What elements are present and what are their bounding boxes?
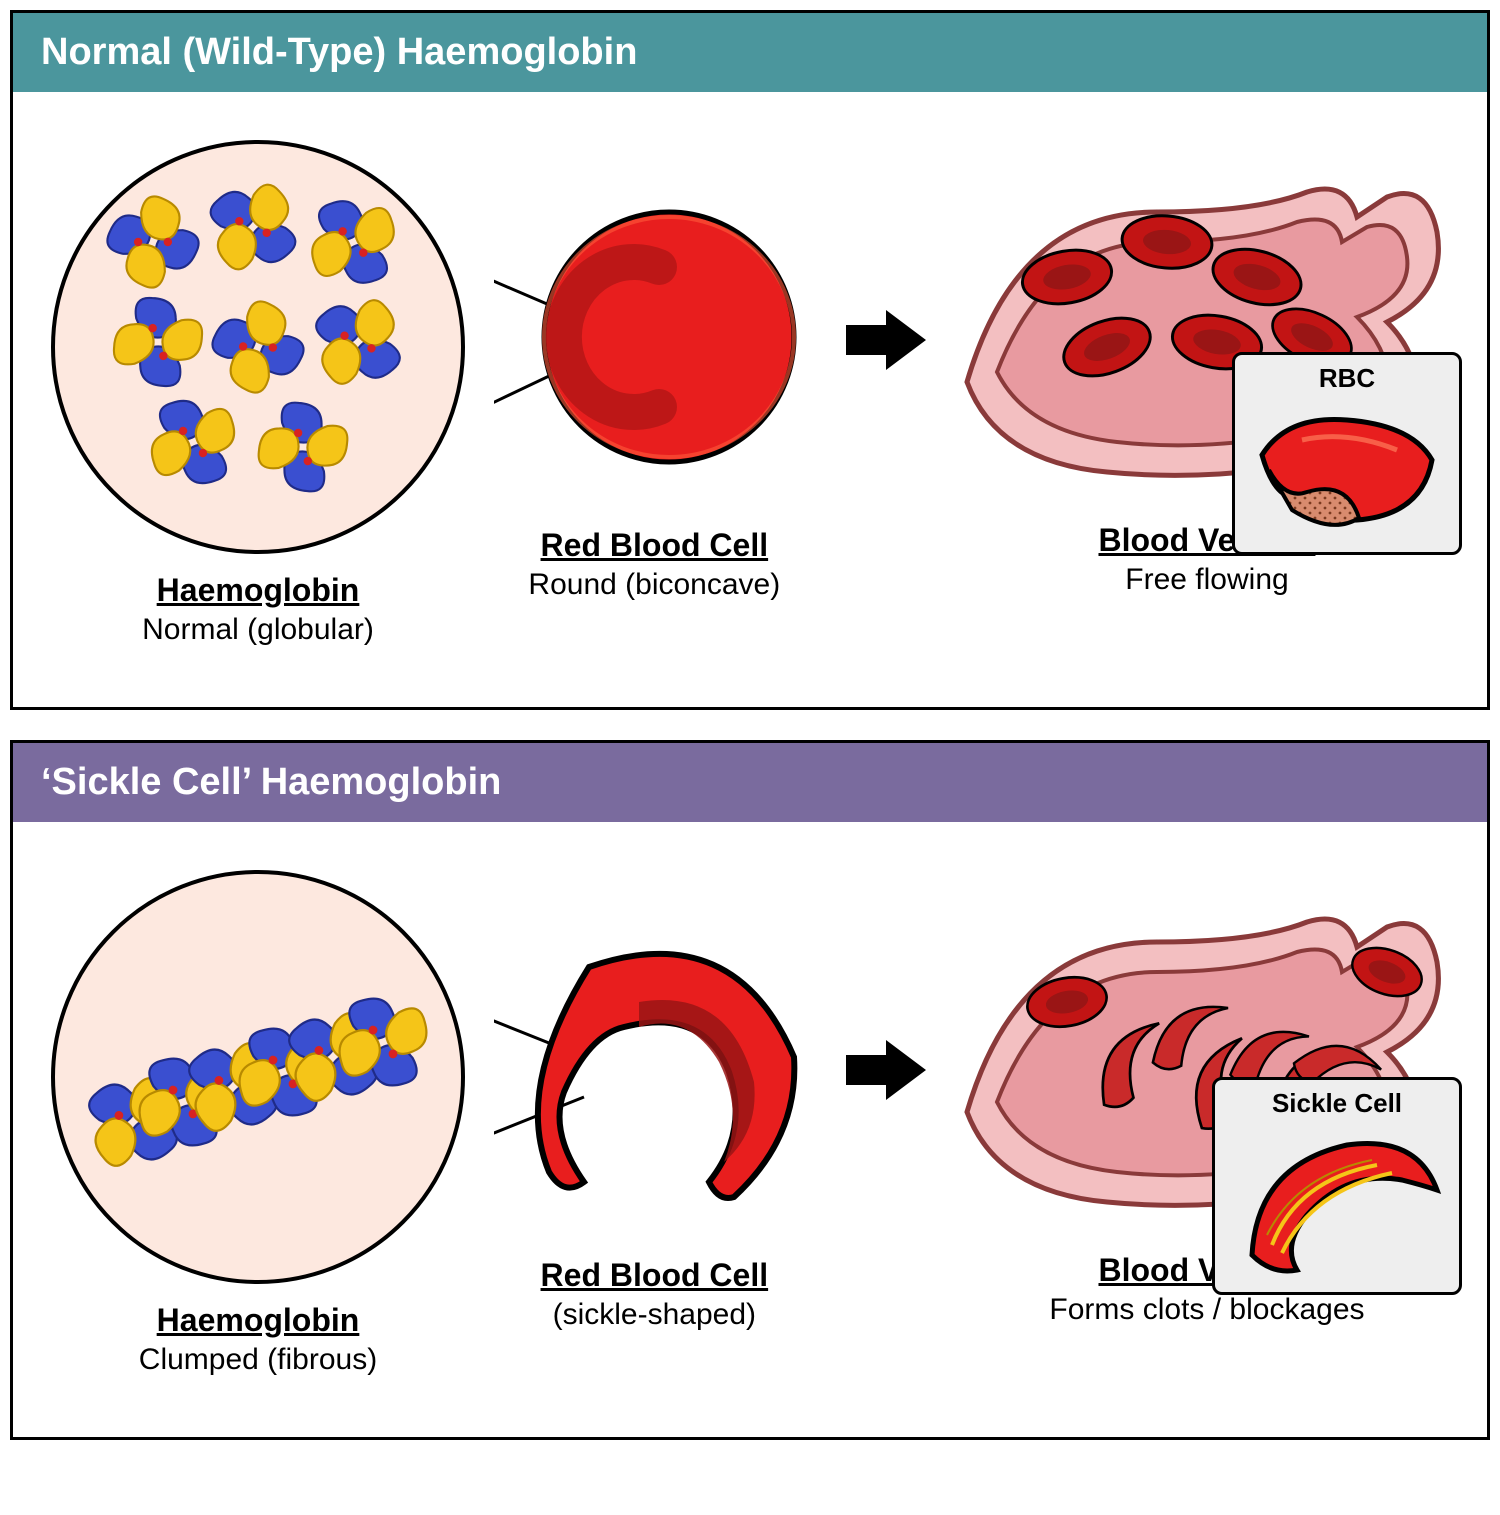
normal-rbc-col: Red Blood Cell Round (biconcave) (494, 177, 814, 602)
normal-vessel-sub: Free flowing (1125, 563, 1288, 597)
normal-rbc-sub: Round (biconcave) (528, 568, 780, 602)
sickle-haemoglobin-sub: Clumped (fibrous) (139, 1343, 377, 1377)
normal-haemoglobin-svg (43, 132, 473, 562)
sickle-inset-title: Sickle Cell (1227, 1088, 1447, 1119)
normal-inset-title: RBC (1247, 363, 1447, 394)
panel-sickle-body: Haemoglobin Clumped (fibrous) Red Blood … (13, 822, 1487, 1437)
panel-normal: Normal (Wild-Type) Haemoglobin Haemoglob… (10, 10, 1490, 710)
normal-rbc-title: Red Blood Cell (541, 527, 769, 564)
arrow-icon (846, 305, 926, 375)
sickle-haemoglobin-title: Haemoglobin (157, 1302, 360, 1339)
panel-sickle: ‘Sickle Cell’ Haemoglobin Haemoglobin Cl… (10, 740, 1490, 1440)
panel-normal-header: Normal (Wild-Type) Haemoglobin (13, 13, 1487, 92)
arrow-icon (846, 1035, 926, 1105)
sickle-cell-icon (1227, 1125, 1447, 1280)
sickle-rbc-sub: (sickle-shaped) (553, 1298, 756, 1332)
sickle-rbc-col: Red Blood Cell (sickle-shaped) (494, 907, 814, 1332)
normal-rbc-svg (494, 177, 814, 517)
panel-sickle-header: ‘Sickle Cell’ Haemoglobin (13, 743, 1487, 822)
panel-normal-body: Haemoglobin Normal (globular) Red Blood … (13, 92, 1487, 707)
sickle-rbc-title: Red Blood Cell (541, 1257, 769, 1294)
sickle-rbc-svg (494, 907, 814, 1247)
sickle-inset: Sickle Cell (1212, 1077, 1462, 1295)
normal-haemoglobin-col: Haemoglobin Normal (globular) (43, 132, 473, 647)
sickle-haemoglobin-svg (43, 862, 473, 1292)
normal-haemoglobin-title: Haemoglobin (157, 572, 360, 609)
sickle-vessel-sub: Forms clots / blockages (1049, 1293, 1364, 1327)
rbc-cross-section-icon (1247, 400, 1447, 540)
normal-inset: RBC (1232, 352, 1462, 555)
normal-haemoglobin-sub: Normal (globular) (142, 613, 374, 647)
sickle-haemoglobin-col: Haemoglobin Clumped (fibrous) (43, 862, 473, 1377)
